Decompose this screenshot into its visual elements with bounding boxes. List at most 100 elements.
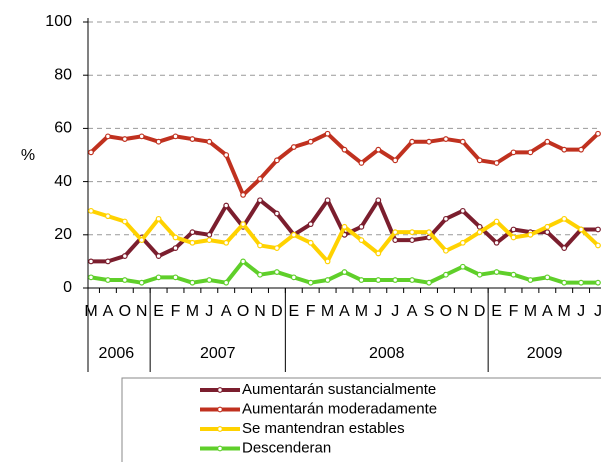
- x-tick-label: M: [84, 303, 97, 320]
- y-tick-label: 40: [54, 173, 72, 190]
- x-tick-label: J: [374, 303, 382, 320]
- point: [121, 277, 128, 283]
- point: [307, 221, 314, 228]
- point: [240, 221, 247, 228]
- x-tick-label: A: [221, 303, 232, 320]
- legend-marker: [217, 387, 223, 393]
- point: [206, 277, 213, 283]
- point: [257, 271, 263, 278]
- x-tick-label: F: [509, 303, 519, 320]
- point: [155, 138, 162, 145]
- point: [88, 258, 94, 265]
- legend-marker: [217, 445, 223, 452]
- point: [138, 237, 145, 244]
- point: [527, 149, 534, 156]
- point: [104, 277, 111, 283]
- point: [358, 237, 365, 244]
- point: [443, 271, 449, 278]
- point: [290, 274, 297, 281]
- point: [324, 130, 331, 137]
- point: [426, 229, 432, 236]
- point: [409, 229, 416, 236]
- point: [172, 245, 179, 252]
- point: [307, 138, 314, 145]
- point: [155, 215, 162, 222]
- point: [324, 258, 331, 265]
- x-tick-label: A: [542, 303, 553, 320]
- point: [88, 207, 94, 214]
- point: [257, 176, 263, 182]
- x-tick-label: N: [457, 303, 469, 320]
- point: [274, 210, 280, 217]
- y-tick-label: 100: [45, 13, 72, 30]
- point: [104, 213, 111, 220]
- y-axis-label: %: [21, 147, 35, 164]
- legend-marker: [217, 426, 223, 432]
- x-tick-label: E: [153, 303, 164, 320]
- year-label: 2009: [527, 345, 563, 362]
- x-tick-label: S: [424, 303, 435, 320]
- point: [121, 136, 128, 142]
- point: [510, 271, 517, 278]
- point: [206, 138, 213, 145]
- point: [375, 250, 382, 257]
- point: [476, 229, 483, 236]
- point: [578, 226, 584, 233]
- x-tick-label: D: [271, 303, 283, 320]
- point: [206, 237, 213, 244]
- point: [561, 146, 568, 153]
- point: [324, 277, 331, 283]
- x-tick-label: A: [407, 303, 418, 320]
- x-tick-label: M: [321, 303, 334, 320]
- point: [527, 277, 534, 283]
- point: [561, 215, 568, 222]
- point: [341, 146, 348, 153]
- series-line: [89, 131, 600, 197]
- point: [493, 269, 500, 275]
- point: [392, 277, 399, 283]
- x-tick-label: M: [524, 303, 537, 320]
- point: [527, 231, 534, 238]
- x-tick-label: D: [474, 303, 486, 320]
- point: [375, 277, 382, 283]
- point: [172, 274, 179, 281]
- point: [392, 237, 399, 244]
- point: [223, 202, 230, 209]
- year-label: 2008: [369, 345, 405, 362]
- point: [510, 149, 517, 156]
- point: [561, 245, 568, 252]
- point: [88, 149, 94, 156]
- point: [510, 234, 517, 241]
- point: [375, 146, 382, 153]
- point: [240, 191, 247, 198]
- x-tick-label: J: [205, 303, 213, 320]
- y-tick-label: 0: [63, 279, 72, 296]
- point: [426, 279, 432, 286]
- point: [223, 152, 230, 158]
- x-tick-label: N: [136, 303, 148, 320]
- point: [578, 279, 584, 286]
- x-tick-label: E: [288, 303, 299, 320]
- year-label: 2007: [200, 345, 236, 362]
- point: [257, 242, 263, 249]
- point: [443, 247, 449, 254]
- point: [561, 279, 568, 286]
- point: [358, 160, 365, 166]
- x-tick-label: O: [119, 303, 131, 320]
- point: [409, 277, 416, 283]
- point: [493, 218, 500, 225]
- year-label: 2006: [99, 345, 135, 362]
- x-tick-label: M: [186, 303, 199, 320]
- point: [223, 239, 230, 246]
- y-tick-label: 60: [54, 120, 72, 137]
- x-tick-label: J: [594, 303, 601, 320]
- legend-label: Se mantendran estables: [242, 420, 405, 437]
- point: [172, 234, 179, 241]
- point: [459, 138, 466, 145]
- point: [459, 207, 466, 214]
- point: [189, 229, 196, 236]
- point: [341, 269, 348, 275]
- point: [443, 136, 449, 142]
- point: [274, 245, 280, 252]
